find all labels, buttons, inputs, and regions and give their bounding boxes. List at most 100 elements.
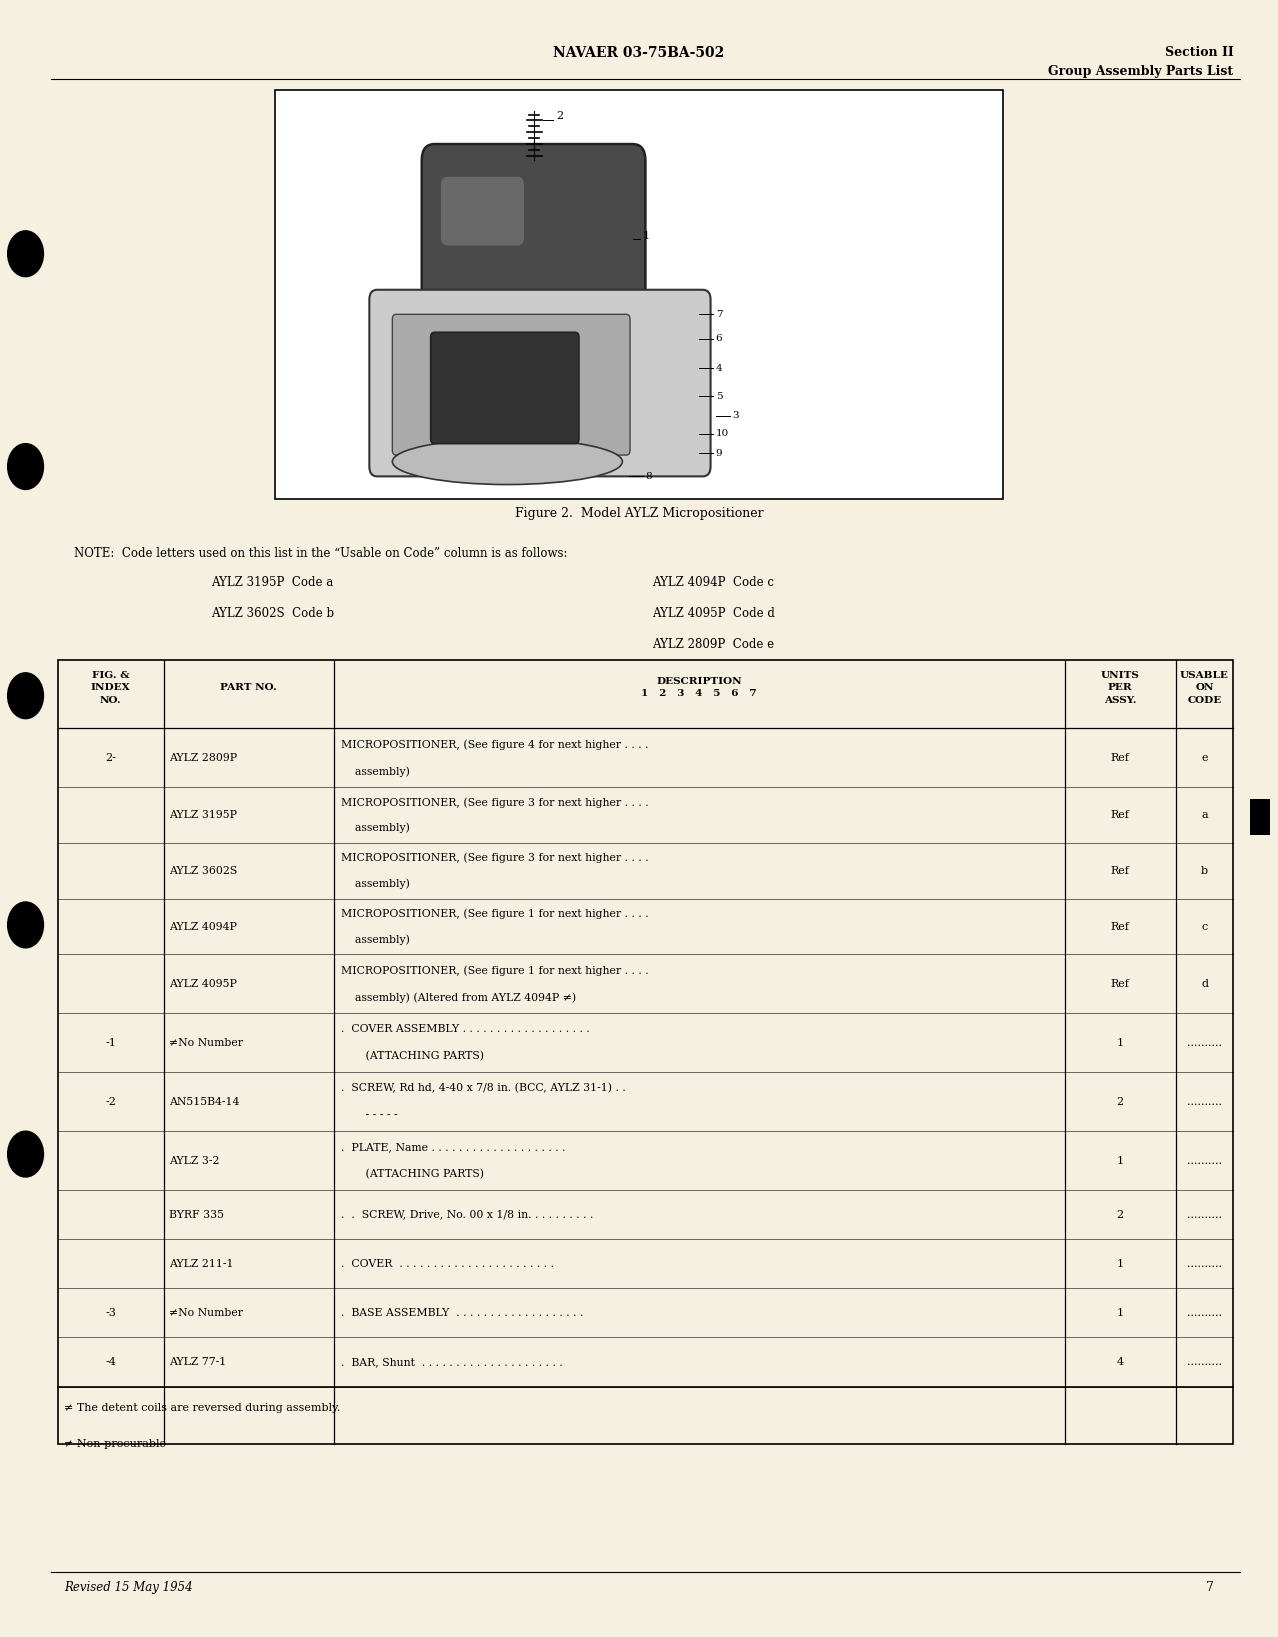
- Text: AYLZ 3602S: AYLZ 3602S: [169, 866, 236, 876]
- Text: AYLZ 211-1: AYLZ 211-1: [169, 1259, 233, 1269]
- Text: 4: 4: [1117, 1357, 1123, 1367]
- Text: .  BAR, Shunt  . . . . . . . . . . . . . . . . . . . . .: . BAR, Shunt . . . . . . . . . . . . . .…: [341, 1357, 564, 1367]
- Text: 2: 2: [1117, 1210, 1123, 1220]
- Text: 2: 2: [556, 111, 564, 121]
- Text: - - - - -: - - - - -: [341, 1110, 397, 1120]
- Ellipse shape: [392, 439, 622, 485]
- Text: -4: -4: [105, 1357, 116, 1367]
- Text: Ref: Ref: [1111, 979, 1130, 989]
- Text: -3: -3: [105, 1308, 116, 1318]
- Text: 1: 1: [643, 231, 651, 241]
- Text: Ref: Ref: [1111, 866, 1130, 876]
- Text: 8: 8: [645, 471, 652, 481]
- Text: AYLZ 4094P: AYLZ 4094P: [169, 922, 236, 931]
- Text: Ref: Ref: [1111, 810, 1130, 820]
- Text: assembly): assembly): [341, 879, 410, 889]
- Circle shape: [8, 1131, 43, 1177]
- Text: 1: 1: [1117, 1156, 1123, 1166]
- Circle shape: [8, 902, 43, 948]
- Bar: [275, 90, 1003, 499]
- Text: ≠ Non-procurable: ≠ Non-procurable: [64, 1439, 166, 1449]
- Text: NOTE:  Code letters used on this list in the “Usable on Code” column is as follo: NOTE: Code letters used on this list in …: [74, 547, 567, 560]
- Text: ..........: ..........: [1187, 1156, 1222, 1166]
- Text: b: b: [1201, 866, 1208, 876]
- Text: assembly): assembly): [341, 935, 410, 945]
- Text: 6: 6: [716, 334, 722, 344]
- Bar: [58, 660, 1233, 1444]
- Text: Figure 2.  Model AYLZ Micropositioner: Figure 2. Model AYLZ Micropositioner: [515, 507, 763, 521]
- Text: e: e: [1201, 753, 1208, 763]
- Text: .  COVER  . . . . . . . . . . . . . . . . . . . . . . .: . COVER . . . . . . . . . . . . . . . . …: [341, 1259, 555, 1269]
- Text: AYLZ 77-1: AYLZ 77-1: [169, 1357, 226, 1367]
- Text: 5: 5: [716, 391, 722, 401]
- Text: ..........: ..........: [1187, 1259, 1222, 1269]
- Text: 1: 1: [1117, 1259, 1123, 1269]
- Text: AYLZ 3195P  Code a: AYLZ 3195P Code a: [211, 576, 334, 589]
- FancyBboxPatch shape: [441, 177, 524, 246]
- FancyBboxPatch shape: [422, 144, 645, 311]
- Text: 2: 2: [1117, 1097, 1123, 1107]
- Text: ≠No Number: ≠No Number: [169, 1038, 243, 1048]
- Text: 10: 10: [716, 429, 728, 439]
- Text: assembly) (Altered from AYLZ 4094P ≠): assembly) (Altered from AYLZ 4094P ≠): [341, 992, 576, 1003]
- Text: Revised 15 May 1954: Revised 15 May 1954: [64, 1581, 193, 1594]
- Bar: [1250, 799, 1270, 835]
- Text: 1: 1: [1117, 1308, 1123, 1318]
- Text: -1: -1: [105, 1038, 116, 1048]
- Text: 7: 7: [716, 309, 722, 319]
- Text: d: d: [1201, 979, 1208, 989]
- Text: Group Assembly Parts List: Group Assembly Parts List: [1048, 65, 1233, 79]
- Circle shape: [8, 231, 43, 277]
- Text: ..........: ..........: [1187, 1308, 1222, 1318]
- Text: ≠ The detent coils are reversed during assembly.: ≠ The detent coils are reversed during a…: [64, 1403, 340, 1413]
- FancyBboxPatch shape: [431, 332, 579, 444]
- Text: ..........: ..........: [1187, 1097, 1222, 1107]
- Text: 9: 9: [716, 449, 722, 458]
- Text: -2: -2: [105, 1097, 116, 1107]
- Text: AYLZ 4095P  Code d: AYLZ 4095P Code d: [652, 607, 774, 620]
- FancyBboxPatch shape: [369, 290, 711, 476]
- FancyBboxPatch shape: [392, 314, 630, 455]
- Text: AN515B4-14: AN515B4-14: [169, 1097, 239, 1107]
- Text: (ATTACHING PARTS): (ATTACHING PARTS): [341, 1169, 484, 1179]
- Text: .  COVER ASSEMBLY . . . . . . . . . . . . . . . . . . .: . COVER ASSEMBLY . . . . . . . . . . . .…: [341, 1025, 590, 1035]
- Text: NAVAER 03-75BA-502: NAVAER 03-75BA-502: [553, 46, 725, 61]
- Text: AYLZ 3602S  Code b: AYLZ 3602S Code b: [211, 607, 334, 620]
- Text: MICROPOSITIONER, (See figure 1 for next higher . . . .: MICROPOSITIONER, (See figure 1 for next …: [341, 964, 649, 976]
- Text: ..........: ..........: [1187, 1038, 1222, 1048]
- Text: Section II: Section II: [1164, 46, 1233, 59]
- Text: AYLZ 2809P: AYLZ 2809P: [169, 753, 236, 763]
- Circle shape: [8, 444, 43, 489]
- Text: .  PLATE, Name . . . . . . . . . . . . . . . . . . . .: . PLATE, Name . . . . . . . . . . . . . …: [341, 1143, 566, 1152]
- Text: 7: 7: [1206, 1581, 1214, 1594]
- Text: MICROPOSITIONER, (See figure 3 for next higher . . . .: MICROPOSITIONER, (See figure 3 for next …: [341, 853, 649, 863]
- Text: .  SCREW, Rd hd, 4-40 x 7/8 in. (BCC, AYLZ 31-1) . .: . SCREW, Rd hd, 4-40 x 7/8 in. (BCC, AYL…: [341, 1084, 626, 1094]
- Text: AYLZ 4094P  Code c: AYLZ 4094P Code c: [652, 576, 773, 589]
- Text: DESCRIPTION
1   2   3   4   5   6   7: DESCRIPTION 1 2 3 4 5 6 7: [642, 676, 757, 699]
- Text: BYRF 335: BYRF 335: [169, 1210, 224, 1220]
- Text: MICROPOSITIONER, (See figure 4 for next higher . . . .: MICROPOSITIONER, (See figure 4 for next …: [341, 738, 649, 750]
- Text: ..........: ..........: [1187, 1357, 1222, 1367]
- Circle shape: [8, 673, 43, 719]
- Text: PART NO.: PART NO.: [220, 683, 277, 692]
- Text: Ref: Ref: [1111, 922, 1130, 931]
- Text: (ATTACHING PARTS): (ATTACHING PARTS): [341, 1051, 484, 1061]
- Text: 4: 4: [716, 363, 722, 373]
- Text: UNITS
PER
ASSY.: UNITS PER ASSY.: [1100, 671, 1140, 704]
- Text: a: a: [1201, 810, 1208, 820]
- Text: AYLZ 3-2: AYLZ 3-2: [169, 1156, 220, 1166]
- Text: 1: 1: [1117, 1038, 1123, 1048]
- Text: AYLZ 2809P  Code e: AYLZ 2809P Code e: [652, 638, 774, 652]
- Text: USABLE
ON
CODE: USABLE ON CODE: [1180, 671, 1229, 704]
- Text: MICROPOSITIONER, (See figure 1 for next higher . . . .: MICROPOSITIONER, (See figure 1 for next …: [341, 909, 649, 918]
- Text: .  BASE ASSEMBLY  . . . . . . . . . . . . . . . . . . .: . BASE ASSEMBLY . . . . . . . . . . . . …: [341, 1308, 584, 1318]
- Text: MICROPOSITIONER, (See figure 3 for next higher . . . .: MICROPOSITIONER, (See figure 3 for next …: [341, 797, 649, 807]
- Text: AYLZ 3195P: AYLZ 3195P: [169, 810, 236, 820]
- Text: assembly): assembly): [341, 766, 410, 778]
- Text: FIG. &
INDEX
NO.: FIG. & INDEX NO.: [91, 671, 130, 704]
- Text: c: c: [1201, 922, 1208, 931]
- Text: 2-: 2-: [105, 753, 116, 763]
- Text: assembly): assembly): [341, 823, 410, 833]
- Text: ..........: ..........: [1187, 1210, 1222, 1220]
- Text: Ref: Ref: [1111, 753, 1130, 763]
